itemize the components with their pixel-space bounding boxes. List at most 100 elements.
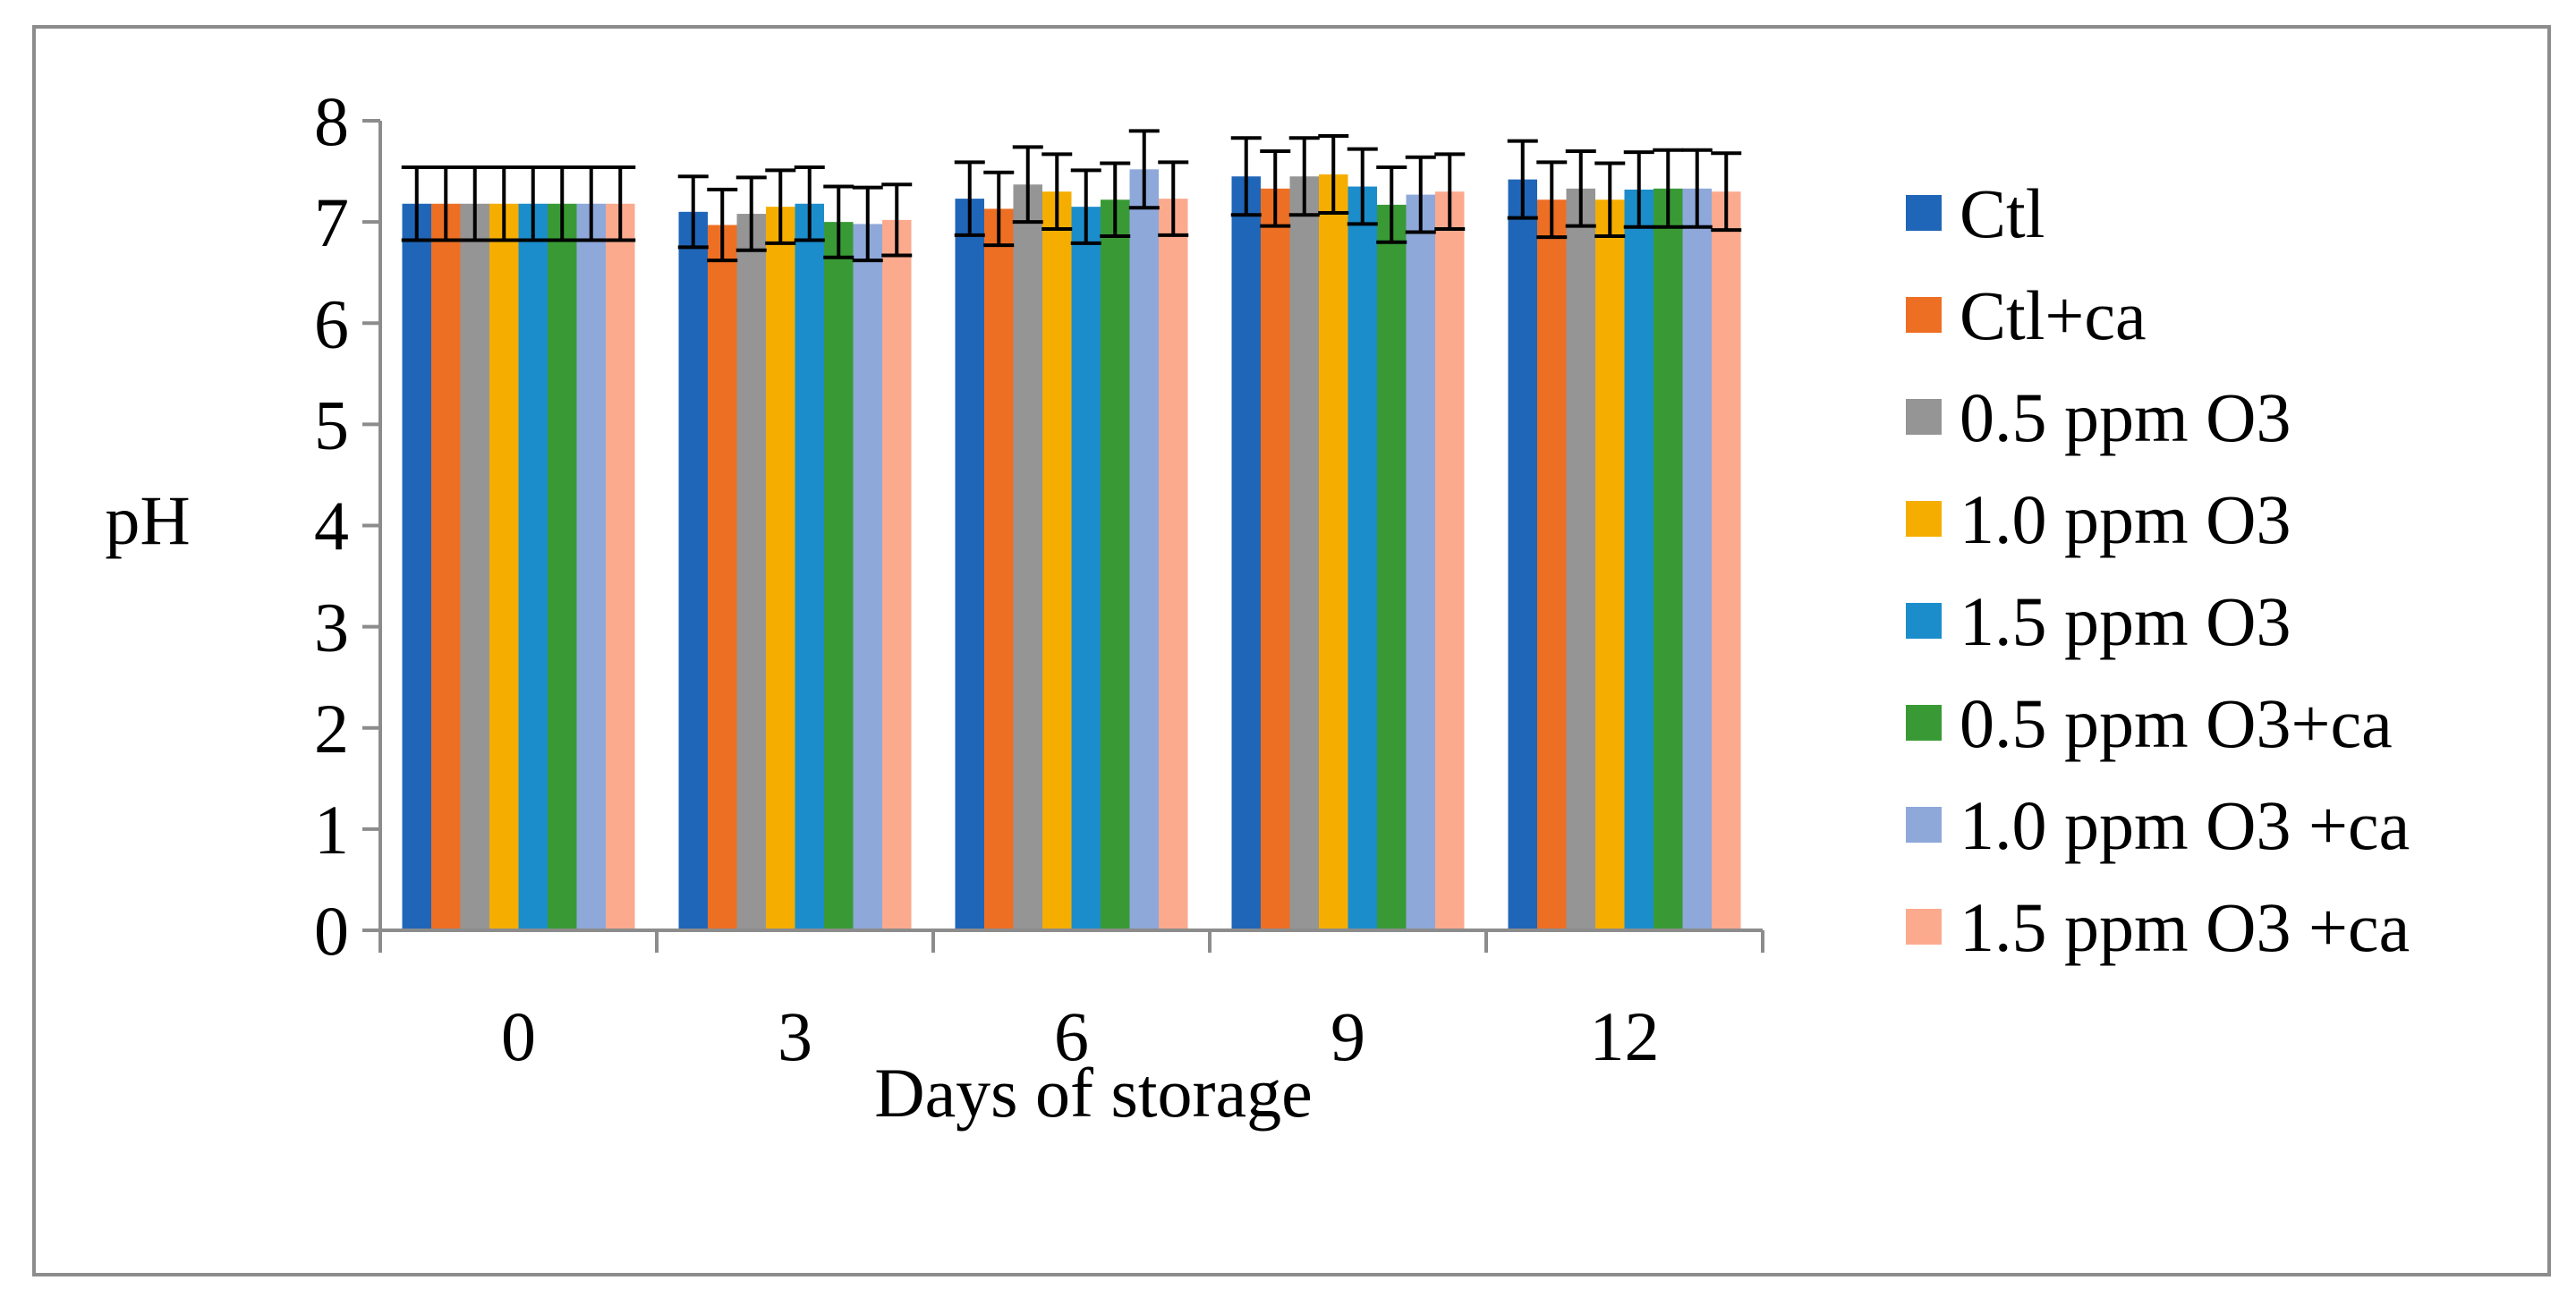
legend-item-0-5-ppm-o3-ca: 0.5 ppm O3+ca: [1906, 684, 2393, 762]
legend-swatch-0-5-ppm-o3: [1906, 399, 1942, 435]
error-bar-ctl-ca-day-12: [1536, 160, 1568, 240]
legend-label-0-5-ppm-o3-ca: 0.5 ppm O3+ca: [1960, 684, 2393, 762]
bar-0-5-ppm-o3-ca-day-6: [1101, 199, 1130, 931]
bar-0-5-ppm-o3-ca-day-9: [1377, 204, 1407, 931]
bar-0-5-ppm-o3-ca-day-0: [548, 203, 577, 930]
bar-0-5-ppm-o3-day-0: [460, 203, 489, 930]
bar-0-5-ppm-o3-day-6: [1013, 184, 1042, 931]
error-bar-0-5-ppm-o3-day-0: [459, 165, 490, 242]
bar-1-0-ppm-o3-ca-day-0: [576, 203, 606, 930]
legend-item-ctl-ca: Ctl+ca: [1906, 276, 2147, 354]
y-tick-label-7: 7: [314, 183, 349, 261]
error-bar-0-5-ppm-o3-day-12: [1565, 148, 1596, 228]
bar-1-5-ppm-o3-ca-day-12: [1712, 191, 1741, 930]
y-axis-title: pH: [105, 481, 190, 559]
error-bar-1-0-ppm-o3-day-0: [489, 165, 520, 242]
legend: Ctl Ctl+ca 0.5 ppm O3 1.0 ppm O3 1.5 ppm O3 0…: [1906, 174, 2410, 966]
legend-item-0-5-ppm-o3: 0.5 ppm O3: [1906, 378, 2291, 456]
error-bar-1-5-ppm-o3-day-3: [794, 165, 825, 242]
error-bar-1-5-ppm-o3-ca-day-6: [1158, 160, 1189, 237]
error-bar-1-5-ppm-o3-ca-day-9: [1434, 152, 1466, 232]
y-tick-label-3: 3: [314, 589, 349, 666]
bar-1-5-ppm-o3-day-0: [518, 203, 548, 930]
bar-0-5-ppm-o3-ca-day-12: [1654, 188, 1683, 930]
error-bar-1-5-ppm-o3-ca-day-12: [1711, 151, 1742, 233]
bar-ctl-ca-day-6: [984, 208, 1014, 930]
bar-1-5-ppm-o3-ca-day-3: [882, 219, 912, 931]
y-tick-label-4: 4: [314, 488, 349, 565]
error-bar-ctl-day-3: [677, 174, 709, 250]
bar-1-5-ppm-o3-day-6: [1071, 207, 1101, 930]
legend-swatch-0-5-ppm-o3-ca: [1906, 705, 1942, 741]
error-bar-0-5-ppm-o3-day-6: [1012, 145, 1043, 225]
legend-label-ctl: Ctl: [1960, 174, 2045, 252]
bar-0-5-ppm-o3-day-3: [736, 214, 766, 930]
bar-ctl-day-0: [402, 203, 431, 930]
legend-label-1-0-ppm-o3-ca: 1.0 ppm O3 +ca: [1960, 786, 2410, 864]
error-bar-ctl-day-0: [401, 165, 432, 242]
legend-label-1-5-ppm-o3: 1.5 ppm O3: [1960, 582, 2291, 660]
bar-1-0-ppm-o3-day-6: [1042, 191, 1072, 930]
bar-1-5-ppm-o3-ca-day-6: [1159, 199, 1188, 930]
bar-1-5-ppm-o3-day-3: [795, 203, 824, 930]
error-bar-1-0-ppm-o3-ca-day-9: [1405, 155, 1436, 234]
error-bar-0-5-ppm-o3-ca-day-3: [823, 184, 854, 259]
bar-ctl-ca-day-12: [1537, 199, 1567, 931]
x-tick-label-0: 0: [501, 997, 536, 1075]
errors-layer: [401, 129, 1742, 263]
bar-1-5-ppm-o3-ca-day-9: [1435, 191, 1465, 930]
error-bar-1-5-ppm-o3-ca-day-3: [881, 182, 913, 258]
error-bar-1-0-ppm-o3-day-3: [765, 168, 796, 245]
bar-1-0-ppm-o3-day-0: [489, 203, 519, 930]
legend-label-ctl-ca: Ctl+ca: [1960, 276, 2147, 354]
bar-1-5-ppm-o3-day-9: [1348, 186, 1377, 930]
bar-1-5-ppm-o3-day-12: [1624, 189, 1654, 931]
error-bar-1-0-ppm-o3-day-9: [1318, 133, 1349, 215]
bar-1-0-ppm-o3-ca-day-3: [853, 224, 882, 930]
bar-ctl-ca-day-0: [431, 203, 461, 930]
bar-1-0-ppm-o3-day-3: [766, 207, 795, 930]
error-bar-1-5-ppm-o3-day-9: [1347, 147, 1378, 226]
x-tick-label-6: 6: [1054, 997, 1089, 1075]
error-bar-1-0-ppm-o3-day-6: [1041, 152, 1073, 232]
error-bar-ctl-ca-day-9: [1260, 148, 1291, 228]
error-bar-0-5-ppm-o3-ca-day-12: [1653, 148, 1684, 229]
error-bar-1-5-ppm-o3-day-12: [1623, 150, 1654, 229]
legend-item-ctl: Ctl: [1906, 174, 2045, 252]
bar-ctl-day-12: [1508, 179, 1537, 931]
bars-layer: [402, 169, 1741, 931]
legend-swatch-1-0-ppm-o3: [1906, 501, 1942, 537]
legend-item-1-0-ppm-o3: 1.0 ppm O3: [1906, 480, 2291, 558]
error-bar-1-5-ppm-o3-day-0: [517, 165, 548, 242]
bar-1-0-ppm-o3-ca-day-9: [1406, 194, 1435, 931]
bar-ctl-day-9: [1231, 176, 1261, 930]
legend-swatch-1-5-ppm-o3-ca: [1906, 909, 1942, 945]
error-bar-ctl-ca-day-3: [707, 187, 738, 263]
legend-label-0-5-ppm-o3: 0.5 ppm O3: [1960, 378, 2291, 456]
legend-label-1-0-ppm-o3: 1.0 ppm O3: [1960, 480, 2291, 558]
x-tick-label-12: 12: [1590, 997, 1660, 1075]
legend-swatch-ctl: [1906, 195, 1942, 231]
legend-item-1-5-ppm-o3: 1.5 ppm O3: [1906, 582, 2291, 660]
y-tick-label-5: 5: [314, 386, 349, 463]
bar-1-0-ppm-o3-day-9: [1319, 174, 1348, 931]
error-bar-1-0-ppm-o3-ca-day-3: [852, 185, 883, 263]
y-tick-label-2: 2: [314, 690, 349, 767]
bar-0-5-ppm-o3-day-12: [1566, 188, 1595, 930]
y-tick-label-0: 0: [314, 892, 349, 970]
error-bar-1-5-ppm-o3-day-6: [1070, 168, 1101, 245]
error-bar-ctl-day-12: [1507, 139, 1538, 220]
legend-swatch-ctl-ca: [1906, 297, 1942, 333]
y-tick-label-1: 1: [314, 791, 349, 869]
bar-ctl-ca-day-3: [708, 225, 737, 931]
y-tick-label-8: 8: [314, 82, 349, 160]
legend-swatch-1-5-ppm-o3: [1906, 603, 1942, 639]
error-bar-1-0-ppm-o3-ca-day-0: [575, 165, 607, 242]
error-bar-0-5-ppm-o3-ca-day-6: [1100, 161, 1131, 238]
x-tick-label-9: 9: [1331, 997, 1365, 1075]
legend-swatch-1-0-ppm-o3-ca: [1906, 807, 1942, 843]
error-bar-0-5-ppm-o3-ca-day-0: [547, 165, 578, 242]
bar-ctl-ca-day-9: [1261, 188, 1290, 930]
